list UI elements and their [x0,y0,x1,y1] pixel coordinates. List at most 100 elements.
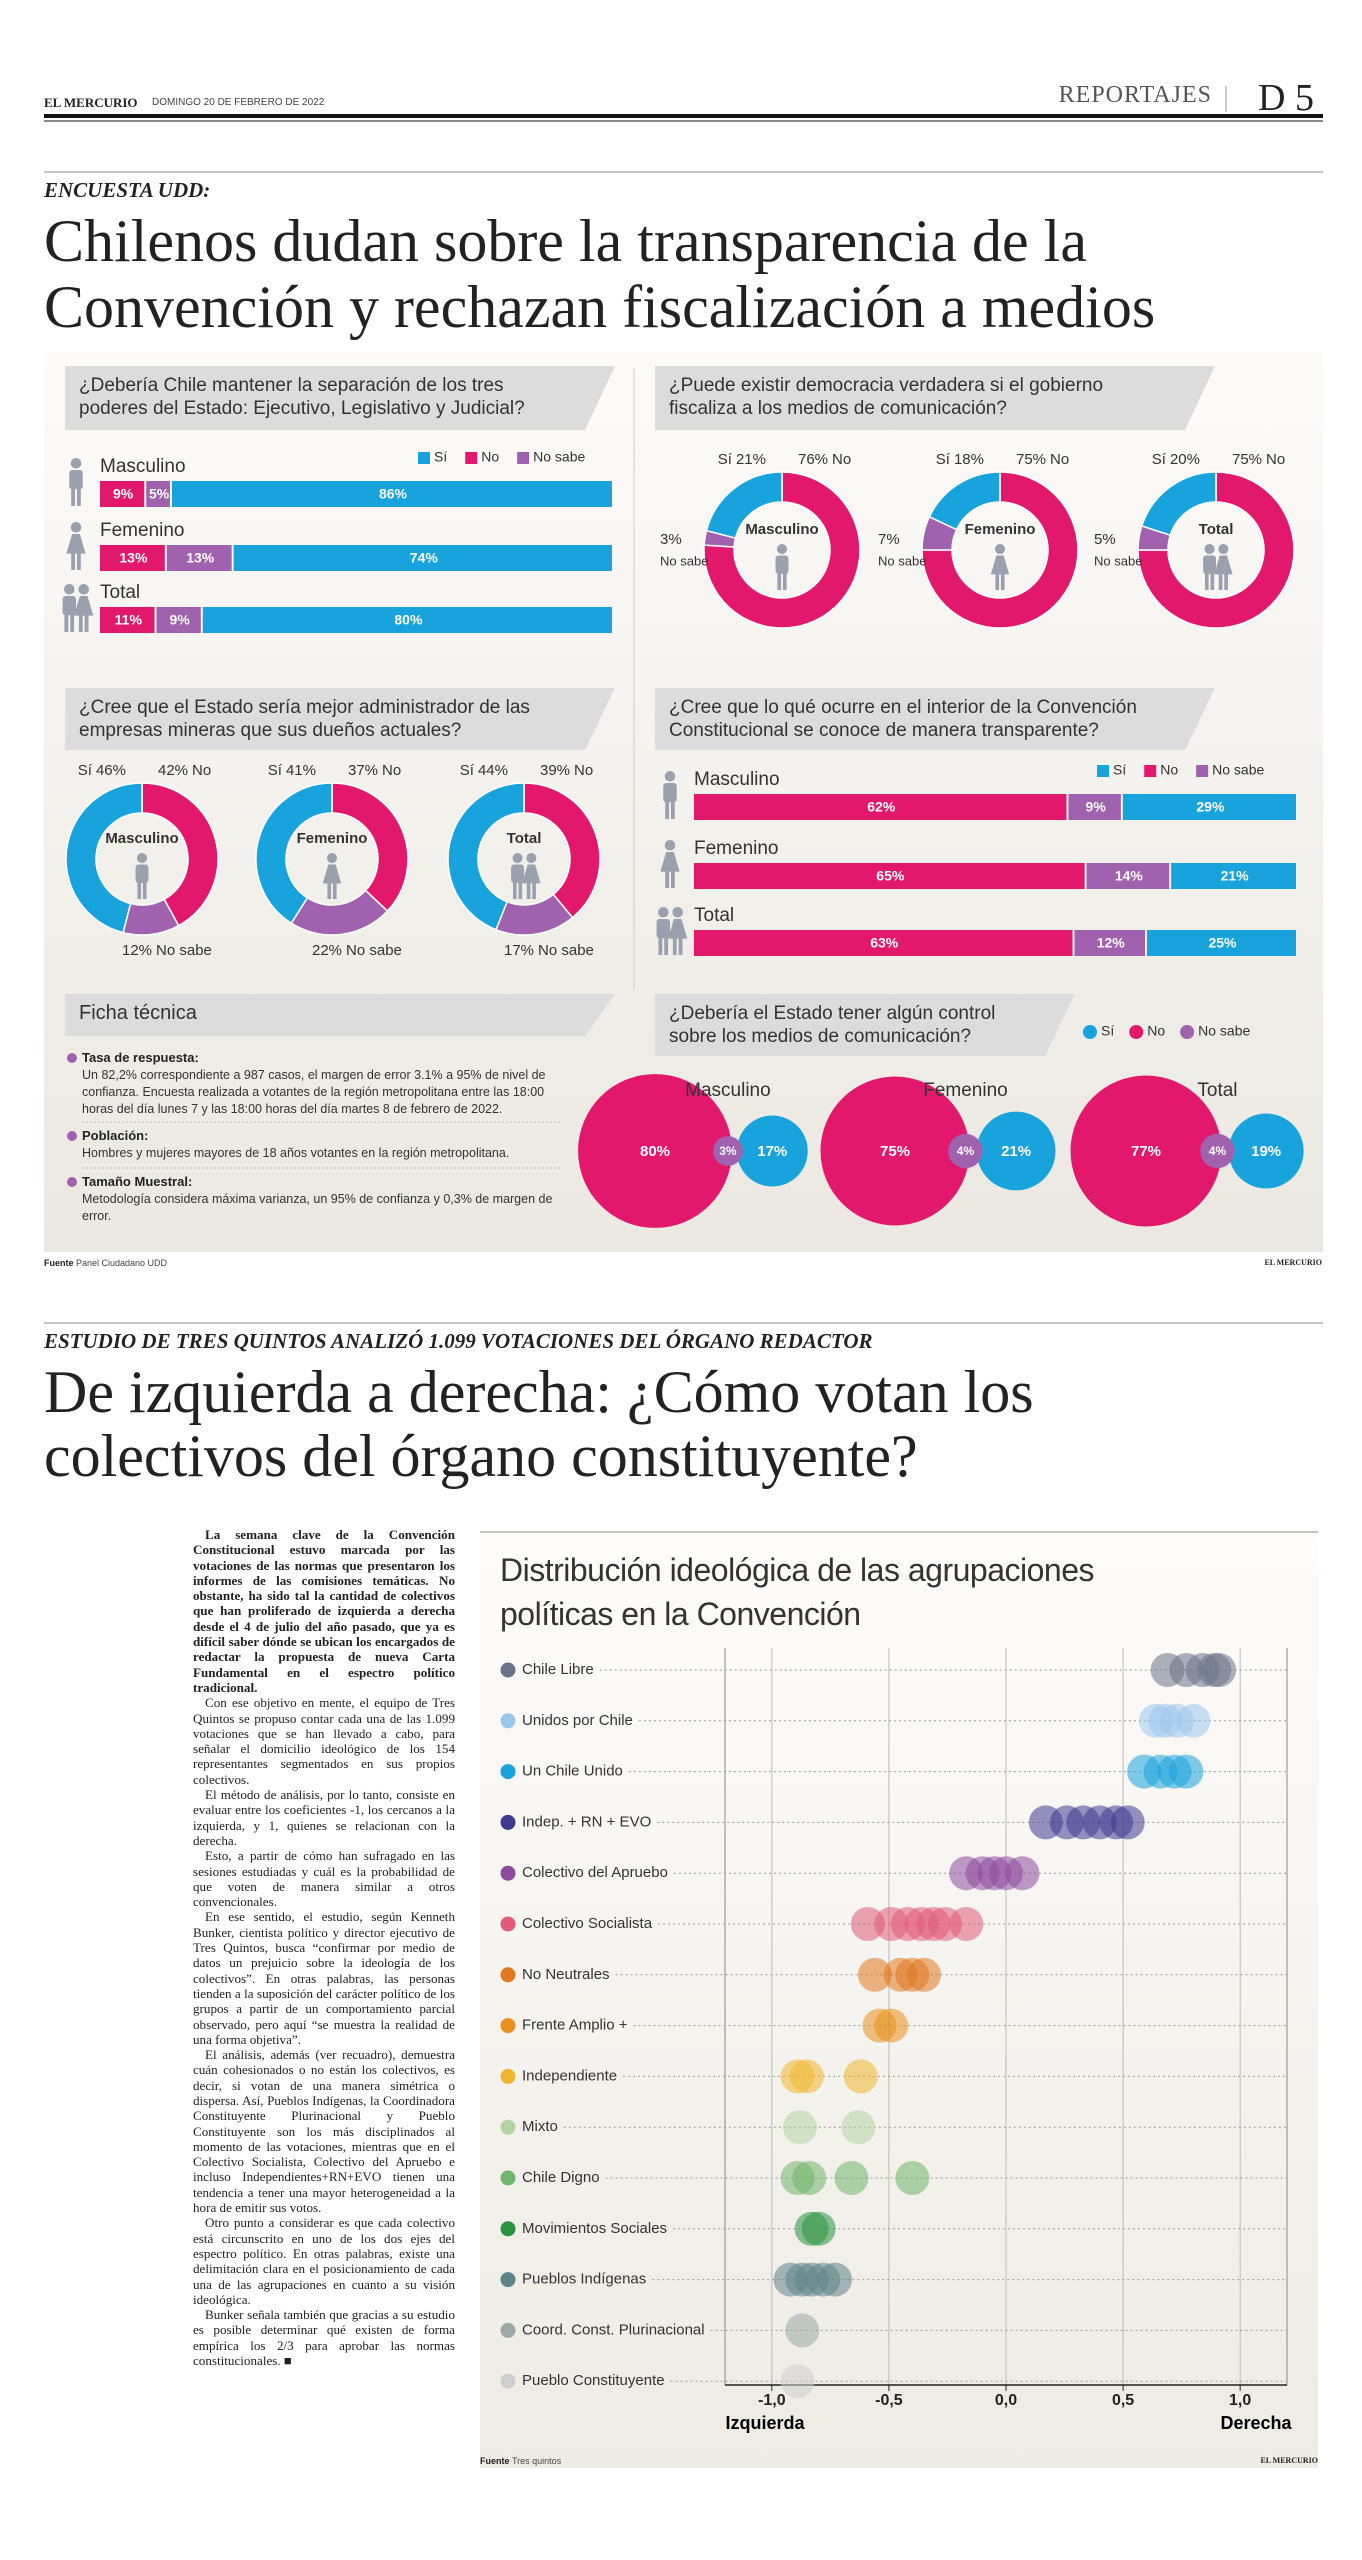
person-icon [670,869,675,888]
paragraph: Esto, a partir de cómo han sufragado en … [193,1848,455,1910]
series-name: No [1050,451,1069,468]
value: 46% [96,762,126,779]
legend-label: Frente Amplio + [522,2017,628,2034]
series-name: No [192,762,211,779]
person-icon [512,853,523,864]
value-label: 7% [878,531,900,548]
paragraph: Con ese objetivo en mente, el equipo de … [193,1695,455,1787]
question-banner [655,994,1075,1056]
legend-label: Movimientos Sociales [522,2220,667,2237]
point [792,2161,827,2195]
series-name: No sabe [156,942,212,959]
category-label: Total [507,830,542,847]
person-icon [66,534,86,554]
value-label: 37% No [348,762,401,779]
person-icon [664,840,676,851]
legend-label: No [1160,762,1178,778]
value-label: 3% [660,531,682,548]
bullet [67,1131,77,1141]
donut-segment [255,782,333,925]
value: 76% [798,451,828,468]
value-label: 3% [719,1144,737,1158]
ficha-label: Tasa de respuesta: [82,1050,199,1065]
legend-label: Mixto [522,2118,558,2135]
legend-swatch [500,1967,516,1983]
category-label: Total [1199,521,1234,538]
paragraph: El método de análisis, por lo tanto, con… [193,1787,455,1848]
person-icon [668,919,688,939]
point [834,2161,869,2195]
person-icon [672,907,683,918]
point [801,2211,836,2246]
question: ¿Debería Chile mantener la separación de… [79,375,525,419]
legend-label: Chile Digno [522,2169,600,2186]
person-icon [71,487,76,506]
person-icon [78,584,89,595]
value-label: 21% [1221,868,1250,884]
bar [100,545,165,571]
x-tick-label: -1,0 [758,2392,786,2409]
bubble [736,1115,808,1187]
person-icon [775,555,789,574]
person-icon [1218,572,1223,590]
value: 21% [736,451,766,468]
value-label: 9% [1086,799,1107,815]
donut-segment [523,782,601,919]
point [785,2313,820,2348]
question: ¿Debería el Estado tener algún control s… [669,1003,996,1047]
ficha-text: Un 82,2% correspondiente a 987 casos, el… [82,1068,546,1116]
value-label: 4% [1209,1144,1227,1158]
legend-swatch [1196,765,1209,777]
person-icon [69,470,83,490]
person-icon [526,853,537,864]
person-icon [76,487,81,506]
value-label: 13% [119,550,148,566]
legend-swatch [500,2068,516,2084]
question-banner [65,366,615,430]
paragraph: Otro punto a considerar es que cada cole… [193,2215,455,2307]
person-icon [84,613,89,632]
legend-label: Pueblos Indígenas [522,2271,646,2288]
person-icon [678,936,683,955]
legend-swatch [500,1764,516,1780]
legend-label: No sabe [1212,762,1264,778]
credit: EL MERCURIO [1260,2456,1318,2465]
question: Ficha técnica [79,1002,197,1024]
donut-segment [65,782,143,934]
ficha-text: Metodología considera máxima varianza, u… [82,1192,553,1223]
category-label: Femenino [965,521,1036,538]
legend-swatch [500,2272,516,2288]
point [857,1957,892,1992]
point [841,2110,876,2145]
source-label: Fuente [480,2456,510,2466]
bubble [1070,1075,1222,1227]
article-body: La semana clave de la Convención Constit… [193,1527,455,2462]
series-name: No [574,762,593,779]
headline: Chilenos dudan sobre la transparencia de… [44,208,1156,340]
series-name: No sabe [660,553,708,568]
legend-swatch [1083,1025,1097,1039]
value-label: 76% No [798,451,851,468]
bubble [713,1136,743,1166]
person-icon [1210,572,1215,590]
point [874,2008,909,2043]
value-label: 39% No [540,762,593,779]
value: 12% [122,942,152,959]
bubble [1228,1113,1304,1189]
point [843,2059,878,2094]
legend-swatch [500,1662,516,1678]
value: 75% [1232,451,1262,468]
legend-swatch [1097,765,1109,777]
credit: EL MERCURIO [1264,1258,1322,1267]
legend-label: Colectivo del Apruebo [522,1864,668,1881]
legend-label: Independiente [522,2067,617,2084]
category-label: Total [1197,1080,1237,1101]
series-name: Sí [936,451,951,468]
paper-name: EL MERCURIO [44,95,138,110]
value-label: 86% [379,486,408,502]
person-icon [511,864,524,883]
value-label: 75% No [1016,451,1069,468]
source-label: Fuente [44,1258,74,1268]
person-icon [658,907,669,918]
bar [156,607,201,633]
